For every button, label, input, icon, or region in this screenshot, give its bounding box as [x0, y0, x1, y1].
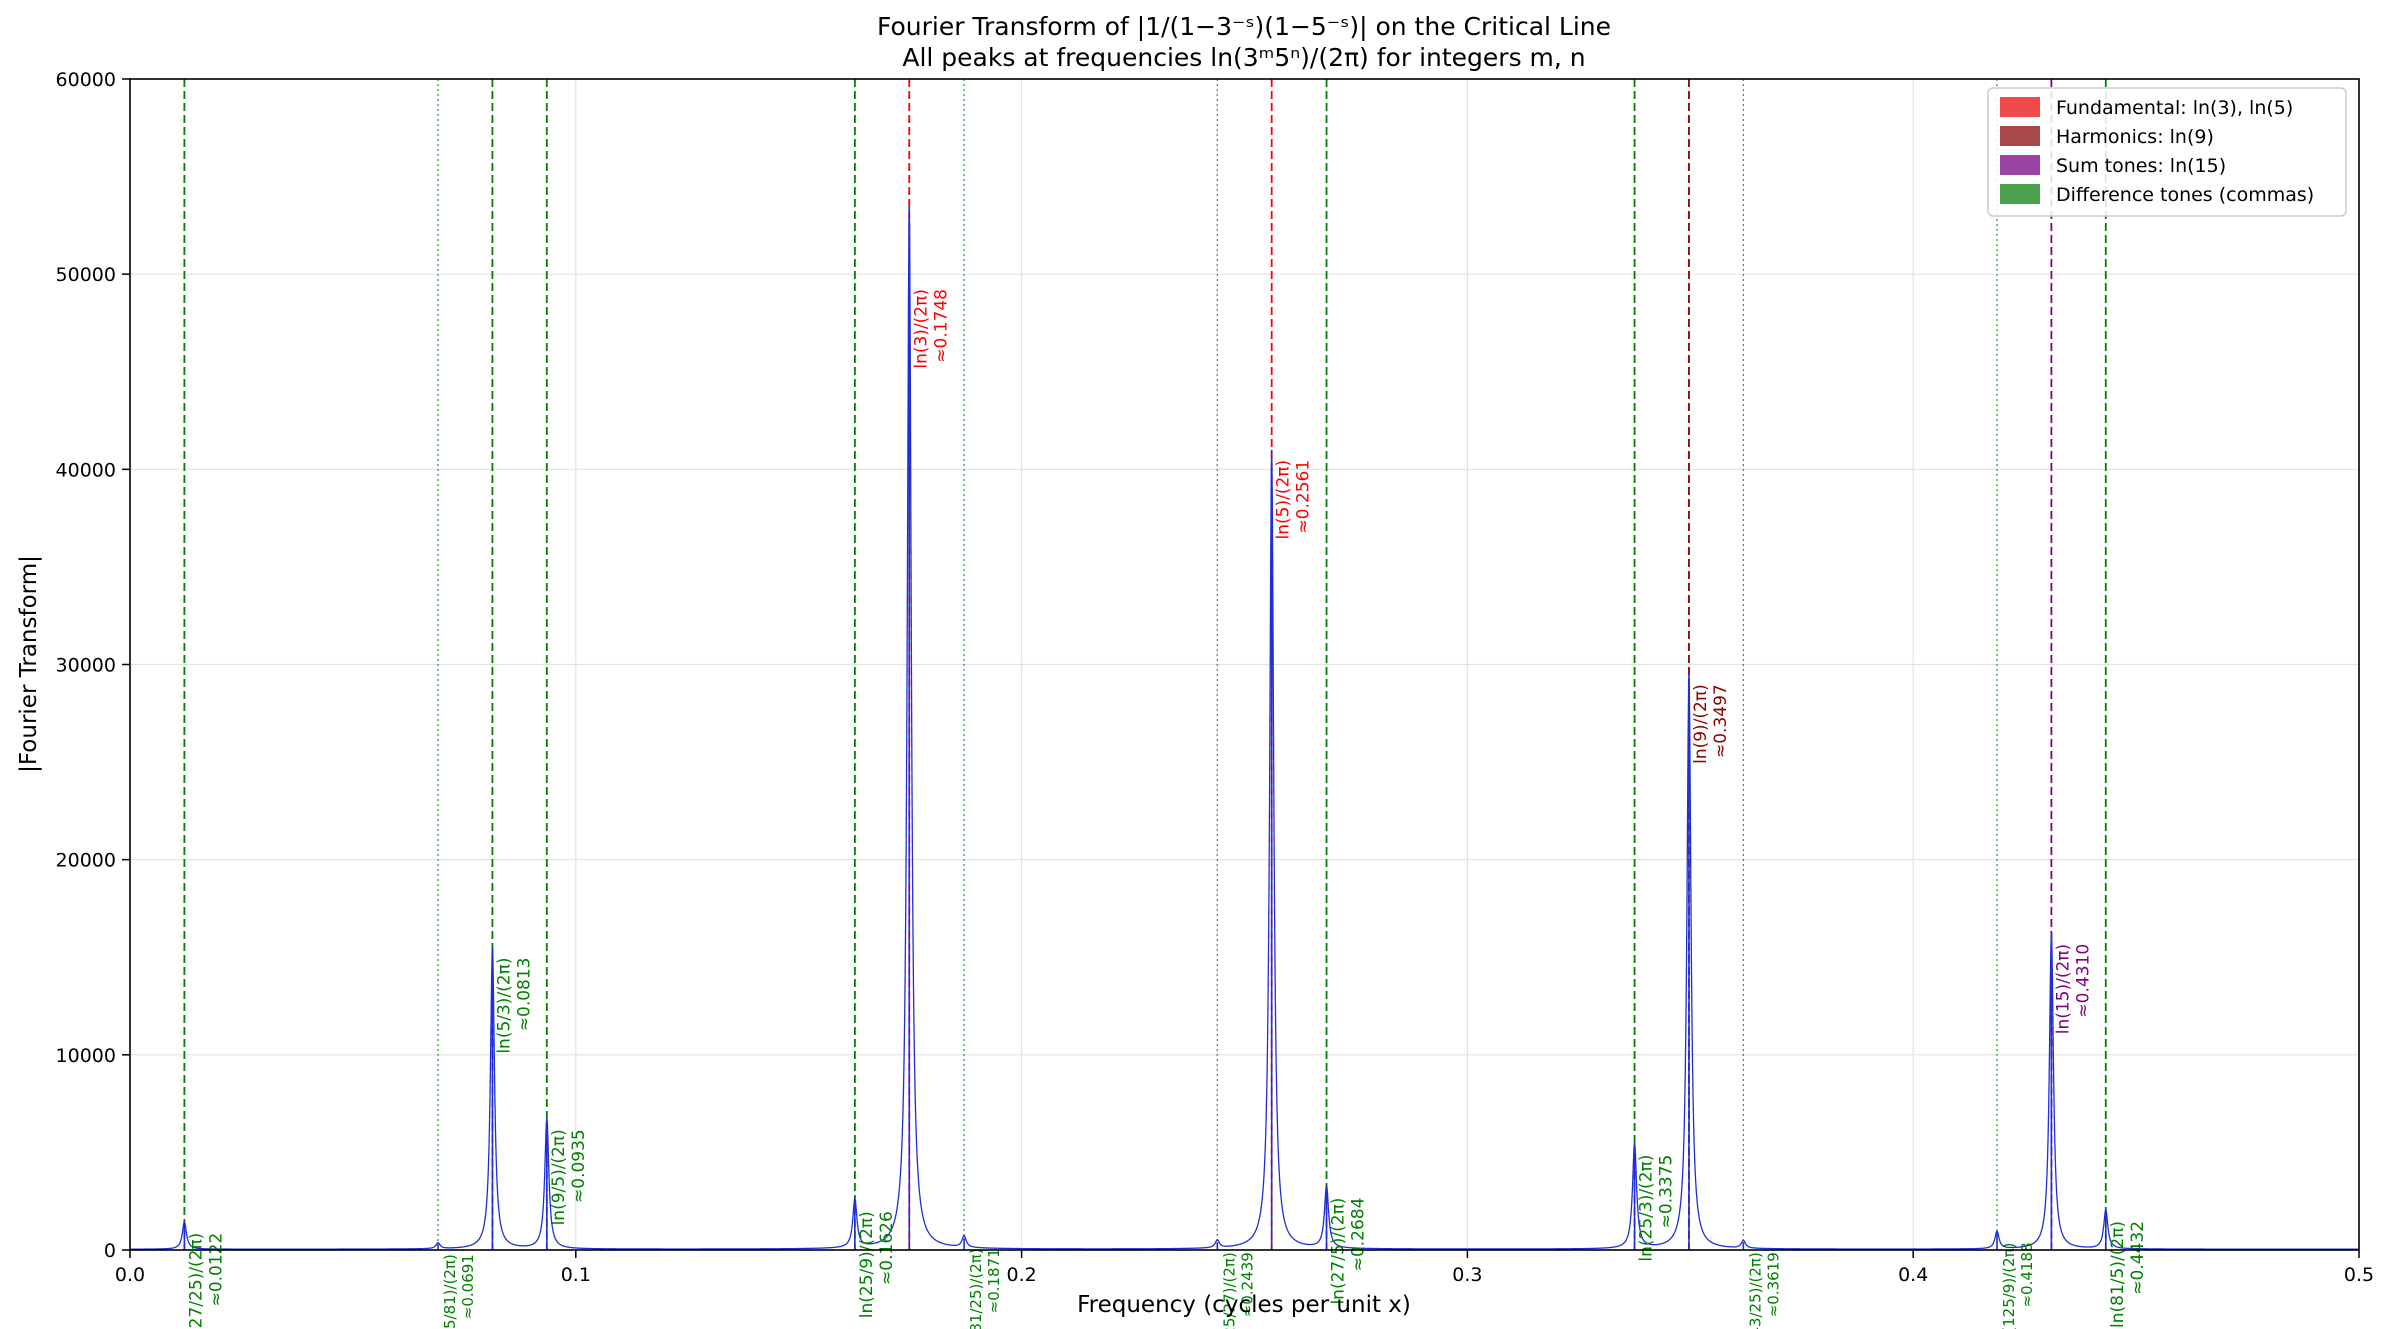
spectrum-series [130, 205, 2359, 1250]
peak-label-value-0: ≈0.0122 [206, 1233, 226, 1307]
y-tick-label-1: 10000 [56, 1045, 116, 1067]
x-axis-label: Frequency (cycles per unit x) [1077, 1292, 1411, 1318]
legend-swatch-fundamental [2000, 97, 2040, 117]
x-tick-label-3: 0.3 [1452, 1264, 1482, 1286]
legend-label-fundamental: Fundamental: ln(3), ln(5) [2056, 97, 2293, 119]
peak-annotations: ln(27/25)/(2π) ≈0.0122 ln(125/81)/(2π) ≈0.0… [186, 289, 2147, 1329]
peak-label-name-11: ln(9)/(2π) [1691, 684, 1711, 764]
y-axis-ticks: 0 10000 20000 30000 40000 50000 60000 [56, 69, 130, 1262]
peak-label-value-13: ≈0.4188 [2018, 1242, 2036, 1307]
peak-label-value-14: ≈0.4310 [2073, 944, 2093, 1018]
peak-label-name-12: ln(243/25)/(2π) [1746, 1252, 1764, 1329]
peak-label-12: ln(243/25)/(2π) ≈0.3619 [1746, 1252, 1782, 1329]
peak-label-value-7: ≈0.2439 [1238, 1252, 1256, 1317]
legend-label-difference-tones: Difference tones (commas) [2056, 184, 2314, 206]
peak-label-5: ln(3)/(2π) ≈0.1748 [911, 289, 951, 369]
y-tick-label-3: 30000 [56, 655, 116, 677]
x-axis-ticks: 0.0 0.1 0.2 0.3 0.4 0.5 [115, 1250, 2374, 1286]
y-axis-label: |Fourier Transform| [16, 555, 42, 773]
peak-label-value-12: ≈0.3619 [1764, 1252, 1782, 1317]
peak-label-0: ln(27/25)/(2π) ≈0.0122 [186, 1233, 226, 1329]
x-tick-label-4: 0.4 [1898, 1264, 1928, 1286]
peak-label-value-10: ≈0.3375 [1657, 1155, 1677, 1229]
peak-label-14: ln(15)/(2π) ≈0.4310 [2053, 944, 2093, 1034]
peak-label-name-14: ln(15)/(2π) [2053, 944, 2073, 1034]
chart-title: Fourier Transform of |1/(1−3⁻ˢ)(1−5⁻ˢ)| … [877, 12, 1611, 41]
y-tick-label-5: 50000 [56, 264, 116, 286]
peak-label-name-0: ln(27/25)/(2π) [186, 1233, 206, 1329]
peak-label-3: ln(9/5)/(2π) ≈0.0935 [549, 1129, 589, 1225]
peak-label-name-6: ln(81/25)/(2π) [967, 1248, 985, 1329]
legend-label-harmonics: Harmonics: ln(9) [2056, 126, 2214, 148]
peak-label-value-6: ≈0.1871 [985, 1248, 1003, 1313]
peak-label-value-3: ≈0.0935 [569, 1129, 589, 1203]
legend-swatch-difference-tones [2000, 184, 2040, 204]
chart-subtitle: All peaks at frequencies ln(3ᵐ5ⁿ)/(2π) f… [902, 43, 1585, 72]
peak-label-6: ln(81/25)/(2π) ≈0.1871 [967, 1248, 1003, 1329]
spectrum-line [130, 213, 2359, 1250]
legend-box [1987, 87, 2347, 217]
y-tick-label-4: 40000 [56, 459, 116, 481]
peak-label-value-2: ≈0.0813 [514, 957, 534, 1031]
peak-label-name-10: ln(25/3)/(2π) [1637, 1155, 1657, 1262]
peak-label-value-1: ≈0.0691 [459, 1254, 477, 1319]
x-tick-label-0: 0.0 [115, 1264, 145, 1286]
x-tick-label-1: 0.1 [561, 1264, 591, 1286]
peak-label-9: ln(27/5)/(2π) ≈0.2684 [1329, 1198, 1369, 1305]
peak-label-name-8: ln(5)/(2π) [1274, 460, 1294, 540]
peak-label-name-2: ln(5/3)/(2π) [494, 957, 514, 1053]
peak-label-1: ln(125/81)/(2π) ≈0.0691 [441, 1254, 477, 1329]
peak-label-name-1: ln(125/81)/(2π) [441, 1254, 459, 1329]
legend: Fundamental: ln(3), ln(5) Harmonics: ln(… [1987, 87, 2347, 217]
legend-swatch-harmonics [2000, 126, 2040, 146]
peak-label-11: ln(9)/(2π) ≈0.3497 [1691, 684, 1731, 764]
peak-label-13: ln(125/9)/(2π) ≈0.4188 [2000, 1242, 2036, 1329]
x-tick-label-2: 0.2 [1006, 1264, 1036, 1286]
peak-label-name-15: ln(81/5)/(2π) [2108, 1221, 2128, 1328]
peak-label-value-8: ≈0.2561 [1294, 460, 1314, 534]
peak-label-2: ln(5/3)/(2π) ≈0.0813 [494, 957, 534, 1053]
peak-label-8: ln(5)/(2π) ≈0.2561 [1274, 460, 1314, 540]
peak-label-value-4: ≈0.1626 [877, 1211, 897, 1285]
y-tick-label-0: 0 [104, 1240, 116, 1262]
peak-label-name-5: ln(3)/(2π) [911, 289, 931, 369]
peak-label-value-5: ≈0.1748 [931, 289, 951, 363]
peak-label-10: ln(25/3)/(2π) ≈0.3375 [1637, 1155, 1677, 1262]
peak-label-7: ln(125/27)/(2π) ≈0.2439 [1220, 1252, 1256, 1329]
y-tick-label-6: 60000 [56, 69, 116, 91]
peak-label-name-13: ln(125/9)/(2π) [2000, 1242, 2018, 1329]
peak-label-value-9: ≈0.2684 [1349, 1198, 1369, 1272]
peak-label-name-9: ln(27/5)/(2π) [1329, 1198, 1349, 1305]
peak-label-name-7: ln(125/27)/(2π) [1220, 1252, 1238, 1329]
legend-swatch-sum-tones [2000, 155, 2040, 175]
y-tick-label-2: 20000 [56, 850, 116, 872]
peak-label-value-11: ≈0.3497 [1711, 684, 1731, 758]
peak-label-name-3: ln(9/5)/(2π) [549, 1129, 569, 1225]
legend-label-sum-tones: Sum tones: ln(15) [2056, 155, 2226, 177]
peak-label-value-15: ≈0.4432 [2128, 1221, 2148, 1295]
peak-label-15: ln(81/5)/(2π) ≈0.4432 [2108, 1221, 2148, 1328]
peak-label-4: ln(25/9)/(2π) ≈0.1626 [857, 1211, 897, 1318]
x-tick-label-5: 0.5 [2344, 1264, 2374, 1286]
peak-label-name-4: ln(25/9)/(2π) [857, 1211, 877, 1318]
